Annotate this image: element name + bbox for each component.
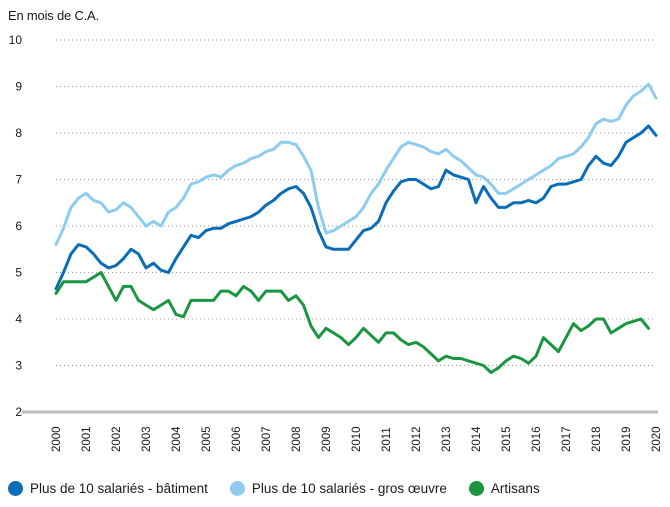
y-tick-label-7: 7 xyxy=(15,173,22,187)
x-tick-label-2014: 2014 xyxy=(471,426,483,452)
x-tick-label-2015: 2015 xyxy=(501,426,513,452)
y-tick-label-6: 6 xyxy=(15,219,22,233)
x-tick-label-2001: 2001 xyxy=(81,426,93,452)
y-axis-unit-label: En mois de C.A. xyxy=(8,8,99,23)
series-line-artisans xyxy=(54,271,650,374)
x-tick-label-2006: 2006 xyxy=(231,426,243,452)
y-tick-label-9: 9 xyxy=(15,80,22,94)
x-tick-label-2002: 2002 xyxy=(111,426,123,452)
chart-legend: Plus de 10 salariés - bâtiment Plus de 1… xyxy=(8,481,562,496)
x-tick-label-2004: 2004 xyxy=(171,426,183,452)
x-tick-label-2011: 2011 xyxy=(381,427,393,452)
legend-swatch-artisans xyxy=(468,481,484,496)
y-tick-label-8: 8 xyxy=(15,126,22,140)
x-tick-label-2009: 2009 xyxy=(321,426,333,452)
y-tick-label-5: 5 xyxy=(15,266,22,280)
y-tick-label-10: 10 xyxy=(9,33,23,47)
x-tick-label-2000: 2000 xyxy=(51,426,63,452)
x-tick-label-2003: 2003 xyxy=(141,426,153,452)
x-tick-label-2020: 2020 xyxy=(651,426,663,452)
legend-swatch-batiment xyxy=(8,481,23,496)
legend-swatch-gros-oeuvre xyxy=(229,481,245,496)
y-tick-label-3: 3 xyxy=(15,359,22,373)
x-tick-label-2005: 2005 xyxy=(201,426,213,452)
series-line-gros-oeuvre xyxy=(54,82,658,247)
x-tick-label-2012: 2012 xyxy=(411,426,423,452)
legend-label-artisans: Artisans xyxy=(490,481,540,496)
legend-item-artisans: Artisans xyxy=(468,481,540,496)
x-tick-label-2008: 2008 xyxy=(291,426,303,452)
x-tick-label-2018: 2018 xyxy=(591,426,603,452)
legend-label-gros-oeuvre: Plus de 10 salariés - gros œuvre xyxy=(251,481,447,496)
legend-item-batiment: Plus de 10 salariés - bâtiment xyxy=(8,481,208,496)
x-tick-label-2019: 2019 xyxy=(621,426,633,452)
x-tick-label-2013: 2013 xyxy=(441,426,453,452)
legend-label-batiment: Plus de 10 salariés - bâtiment xyxy=(30,481,208,496)
x-tick-label-2010: 2010 xyxy=(351,426,363,452)
y-tick-label-2: 2 xyxy=(15,405,22,419)
x-tick-label-2017: 2017 xyxy=(561,426,573,452)
legend-item-gros-oeuvre: Plus de 10 salariés - gros œuvre xyxy=(229,481,447,496)
x-tick-label-2016: 2016 xyxy=(531,426,543,452)
y-tick-label-4: 4 xyxy=(15,312,22,326)
series-line-batiment xyxy=(54,124,658,291)
x-tick-label-2007: 2007 xyxy=(261,426,273,452)
